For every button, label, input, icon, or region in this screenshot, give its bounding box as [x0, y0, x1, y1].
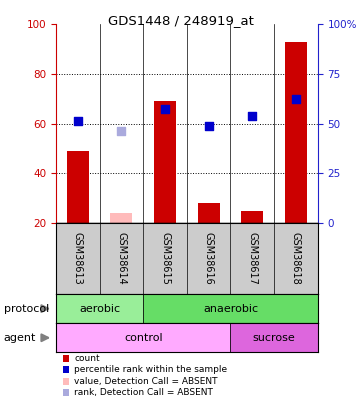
- Bar: [242, 211, 263, 223]
- Text: GSM38615: GSM38615: [160, 232, 170, 285]
- Bar: [110, 213, 132, 223]
- Text: sucrose: sucrose: [253, 333, 295, 343]
- Bar: [285, 42, 307, 223]
- Bar: [198, 203, 219, 223]
- Text: percentile rank within the sample: percentile rank within the sample: [74, 365, 227, 374]
- Text: agent: agent: [4, 333, 36, 343]
- Point: [249, 113, 255, 119]
- Text: control: control: [124, 333, 162, 343]
- Point: [162, 106, 168, 112]
- Point: [206, 123, 212, 130]
- Bar: [230, 323, 318, 352]
- Text: rank, Detection Call = ABSENT: rank, Detection Call = ABSENT: [74, 388, 213, 397]
- Text: GSM38616: GSM38616: [204, 232, 214, 285]
- Text: GSM38614: GSM38614: [116, 232, 126, 285]
- Point: [118, 128, 124, 134]
- Bar: [143, 294, 318, 323]
- Text: count: count: [74, 354, 100, 363]
- Bar: [56, 294, 143, 323]
- Text: anaerobic: anaerobic: [203, 304, 258, 313]
- Point: [293, 96, 299, 102]
- Text: protocol: protocol: [4, 304, 49, 313]
- Bar: [154, 101, 176, 223]
- Bar: [67, 151, 89, 223]
- Text: aerobic: aerobic: [79, 304, 120, 313]
- Text: GSM38617: GSM38617: [247, 232, 257, 285]
- Text: GDS1448 / 248919_at: GDS1448 / 248919_at: [108, 14, 253, 27]
- Text: GSM38618: GSM38618: [291, 232, 301, 285]
- Text: GSM38613: GSM38613: [73, 232, 83, 285]
- Point: [75, 118, 81, 124]
- Bar: [56, 323, 230, 352]
- Text: value, Detection Call = ABSENT: value, Detection Call = ABSENT: [74, 377, 218, 386]
